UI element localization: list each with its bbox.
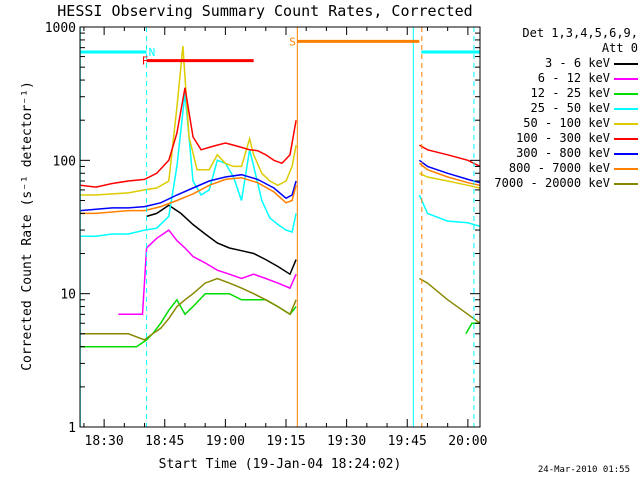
legend-entry-6: 300 - 800 keV	[480, 146, 638, 161]
legend-swatch	[614, 62, 638, 65]
flag-label-N: N	[149, 46, 156, 59]
legend-title-line-1: Det 1,3,4,5,6,9,	[522, 26, 638, 40]
legend-entry-label: 800 - 7000 keV	[508, 161, 610, 175]
series-line-1	[118, 229, 297, 316]
series-line-6	[80, 159, 481, 212]
axes: 18:30 18:45 19:00 19:15 19:30 19:45 20:00 1 10 10…	[45, 21, 488, 449]
legend: Det 1,3,4,5,6,9, Att 0 3 - 6 keV 6 - 12 k…	[480, 26, 638, 191]
legend-title-line-2: Att 0	[601, 41, 638, 55]
series-line-5	[80, 87, 481, 188]
legend-entry-label: 100 - 300 keV	[516, 131, 610, 145]
x-tick-label-3: 19:15	[266, 434, 305, 449]
legend-entry-8: 7000 - 20000 keV	[480, 176, 638, 191]
legend-entry-label: 7000 - 20000 keV	[494, 176, 610, 190]
y-tick-label-2: 100	[53, 154, 76, 169]
x-tick-label-0: 18:30	[85, 434, 124, 449]
legend-entry-2: 12 - 25 keV	[480, 86, 638, 101]
plot-frame	[79, 26, 481, 428]
legend-swatch	[614, 182, 638, 185]
legend-swatch	[614, 137, 638, 140]
chart-title: HESSI Observing Summary Count Rates, Cor…	[57, 2, 472, 20]
series-line-8	[80, 277, 481, 341]
legend-swatch	[614, 107, 638, 110]
series-line-3	[80, 92, 481, 237]
legend-entry-4: 50 - 100 keV	[480, 116, 638, 131]
x-axis-label: Start Time (19-Jan-04 18:24:02)	[159, 457, 402, 472]
series-line-7	[80, 162, 481, 215]
legend-entry-5: 100 - 300 keV	[480, 131, 638, 146]
y-tick-label-1: 10	[60, 288, 76, 303]
x-tick-label-6: 20:00	[448, 434, 487, 449]
x-tick-label-2: 19:00	[206, 434, 245, 449]
legend-swatch	[614, 167, 638, 170]
legend-entry-0: 3 - 6 keV	[480, 56, 638, 71]
legend-entry-1: 6 - 12 keV	[480, 71, 638, 86]
y-tick-label-3: 1000	[45, 21, 76, 36]
legend-entry-label: 300 - 800 keV	[516, 146, 610, 160]
legend-swatch	[614, 92, 638, 95]
flag-label-S: S	[289, 35, 296, 48]
legend-entry-label: 3 - 6 keV	[544, 56, 610, 70]
legend-entry-label: 50 - 100 keV	[523, 116, 610, 130]
series-line-4	[80, 45, 481, 196]
vertical-markers	[79, 27, 475, 427]
flag-bars: NF S	[80, 35, 480, 68]
y-tick-label-0: 1	[68, 421, 76, 436]
legend-entry-3: 25 - 50 keV	[480, 101, 638, 116]
legend-entry-label: 25 - 50 keV	[530, 101, 610, 115]
y-axis-label: Corrected Count Rate (s⁻¹ detector⁻¹)	[20, 81, 35, 371]
x-tick-label-5: 19:45	[388, 434, 427, 449]
x-tick-label-4: 19:30	[327, 434, 366, 449]
legend-swatch	[614, 122, 638, 125]
timestamp: 24-Mar-2010 01:55	[537, 465, 630, 475]
flag-label-F: F	[142, 55, 149, 68]
legend-entry-label: 12 - 25 keV	[530, 86, 610, 100]
series-layer	[80, 45, 481, 348]
legend-entry-7: 800 - 7000 keV	[480, 161, 638, 176]
legend-entry-label: 6 - 12 keV	[537, 71, 610, 85]
legend-swatch	[614, 152, 638, 155]
legend-swatch	[614, 77, 638, 80]
x-tick-label-1: 18:45	[145, 434, 184, 449]
